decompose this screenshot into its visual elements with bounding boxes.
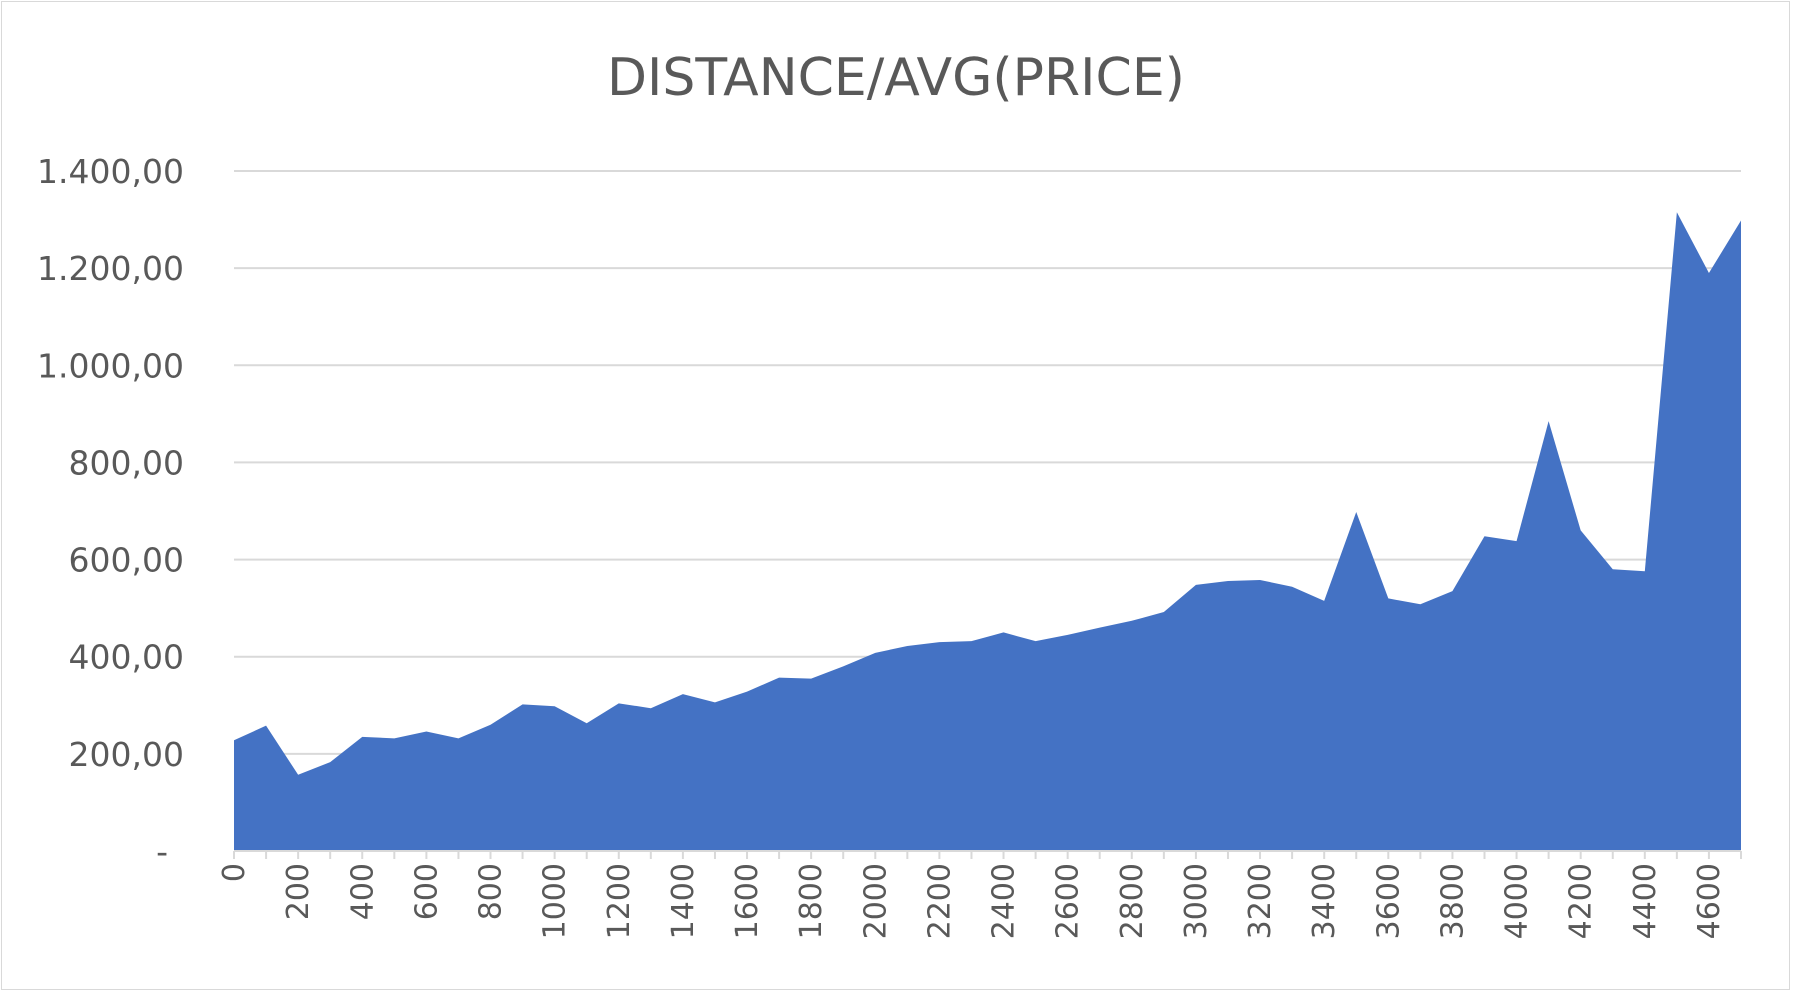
y-tick-label: 1.000,00 bbox=[37, 346, 184, 385]
x-tick-label: 600 bbox=[409, 863, 444, 920]
x-tick-label: 4200 bbox=[1564, 863, 1599, 939]
x-tick-label: 200 bbox=[281, 863, 316, 920]
x-tick-label: 2800 bbox=[1115, 863, 1150, 939]
x-tick-label: 2200 bbox=[922, 863, 957, 939]
x-tick-label: 3000 bbox=[1179, 863, 1214, 939]
x-tick-label: 0 bbox=[217, 863, 252, 882]
x-tick-label: 1000 bbox=[538, 863, 573, 939]
x-tick-label: 400 bbox=[345, 863, 380, 920]
chart-title: DISTANCE/AVG(PRICE) bbox=[607, 48, 1185, 108]
y-tick-label: 400,00 bbox=[69, 638, 184, 677]
x-tick-label: 1600 bbox=[730, 863, 765, 939]
series-area-fill bbox=[234, 212, 1741, 852]
x-tick-label: 2000 bbox=[858, 863, 893, 939]
x-tick-label: 3600 bbox=[1371, 863, 1406, 939]
x-tick-label: 4600 bbox=[1692, 863, 1727, 939]
x-axis bbox=[233, 850, 1742, 859]
y-tick-label: - bbox=[156, 832, 168, 871]
x-tick-label: 1400 bbox=[666, 863, 701, 939]
x-tick-label: 4000 bbox=[1500, 863, 1535, 939]
y-tick-label: 200,00 bbox=[69, 735, 184, 774]
y-axis-labels: - 200,00 400,00 600,00 800,00 1.000,00 1.200,0… bbox=[37, 152, 184, 871]
y-tick-label: 800,00 bbox=[69, 443, 184, 482]
y-tick-label: 600,00 bbox=[69, 541, 184, 580]
x-tick-label: 1800 bbox=[794, 863, 829, 939]
x-tick-label: 2400 bbox=[987, 863, 1022, 939]
x-tick-label: 3400 bbox=[1307, 863, 1342, 939]
x-tick-label: 3800 bbox=[1435, 863, 1470, 939]
y-tick-label: 1.200,00 bbox=[37, 249, 184, 288]
x-tick-label: 800 bbox=[474, 863, 509, 920]
x-tick-label: 4400 bbox=[1628, 863, 1663, 939]
x-tick-label: 2600 bbox=[1051, 863, 1086, 939]
series-area bbox=[234, 212, 1741, 852]
y-tick-label: 1.400,00 bbox=[37, 152, 184, 191]
x-axis-labels: 0 200 400 600 800 1000 1200 1400 1600 1800 2000 220… bbox=[217, 863, 1727, 939]
x-tick-label: 3200 bbox=[1243, 863, 1278, 939]
x-tick-label: 1200 bbox=[602, 863, 637, 939]
